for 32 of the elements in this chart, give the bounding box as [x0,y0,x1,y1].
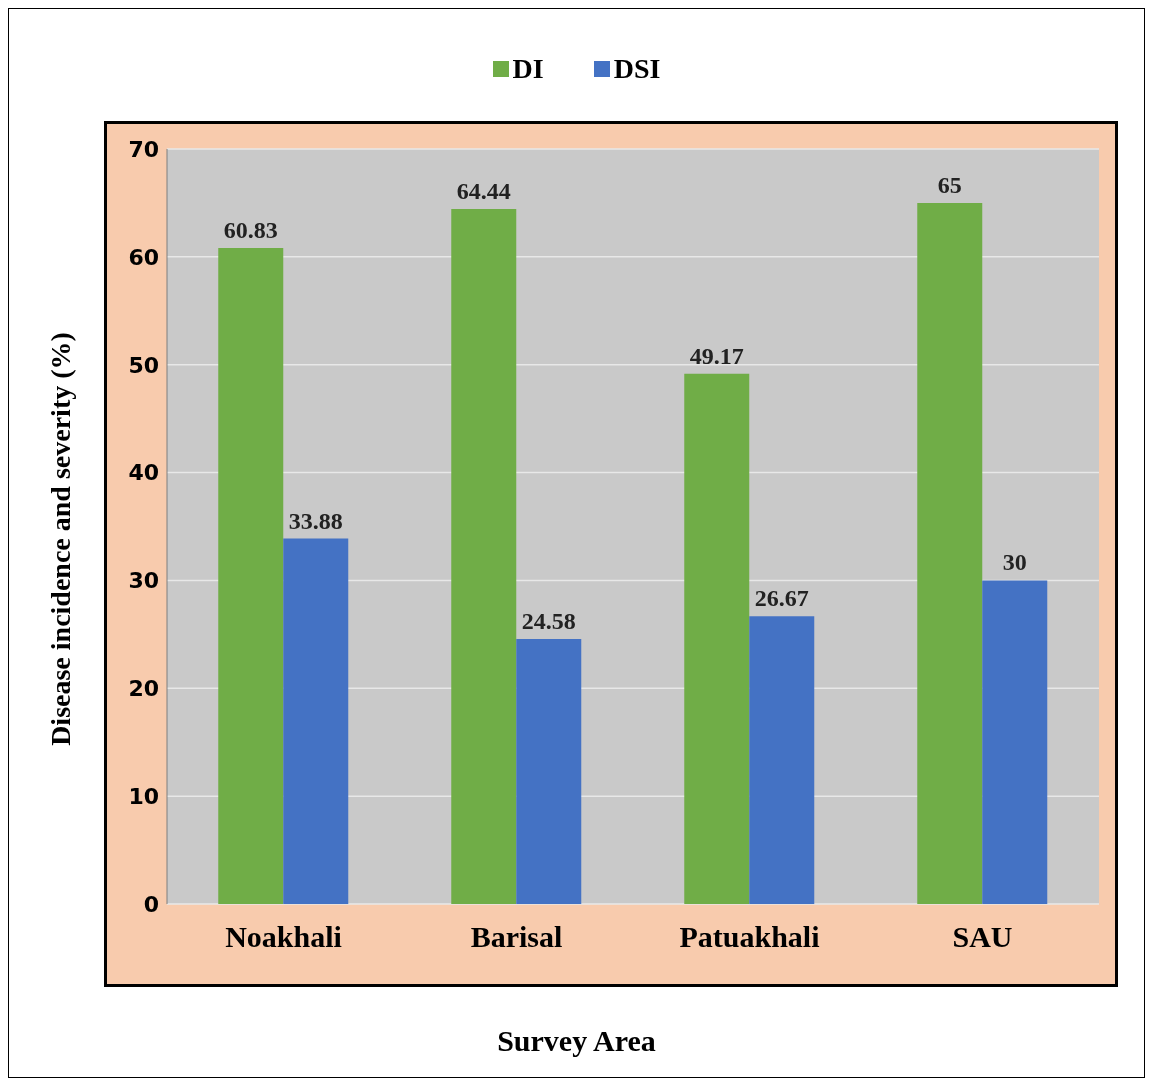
data-label: 33.88 [288,507,343,534]
x-tick-label: Barisal [470,920,563,954]
bar [917,202,983,904]
y-tick-label: 10 [128,783,159,809]
bar [516,638,582,904]
data-label: 49.17 [689,342,744,369]
x-axis-title: Survey Area [496,1024,657,1058]
bar [982,580,1048,904]
legend-label: DI [512,53,544,85]
x-tick-label: SAU [952,920,1013,954]
y-tick-label: 50 [128,352,159,378]
data-label: 60.83 [223,216,278,243]
bar [749,616,815,904]
bar [218,247,284,904]
y-tick-label: 0 [143,891,159,917]
y-tick-label: 40 [128,460,159,486]
data-label: 26.67 [754,585,809,612]
y-tick-label: 70 [128,136,159,162]
x-tick-label: Noakhali [225,920,342,954]
legend-label: DSI [613,53,661,85]
bar [283,538,349,904]
bar [684,373,750,904]
y-tick-label: 20 [128,676,159,702]
y-axis-title: Disease incidence and severity (%) [45,332,77,746]
bar [451,208,517,904]
y-tick-label: 30 [128,568,159,594]
x-tick-label: Patuakhali [679,920,820,954]
data-label: 30 [1002,549,1027,576]
data-label: 65 [937,171,962,198]
data-label: 64.44 [456,177,511,204]
y-tick-label: 60 [128,244,159,270]
data-label: 24.58 [521,607,576,634]
